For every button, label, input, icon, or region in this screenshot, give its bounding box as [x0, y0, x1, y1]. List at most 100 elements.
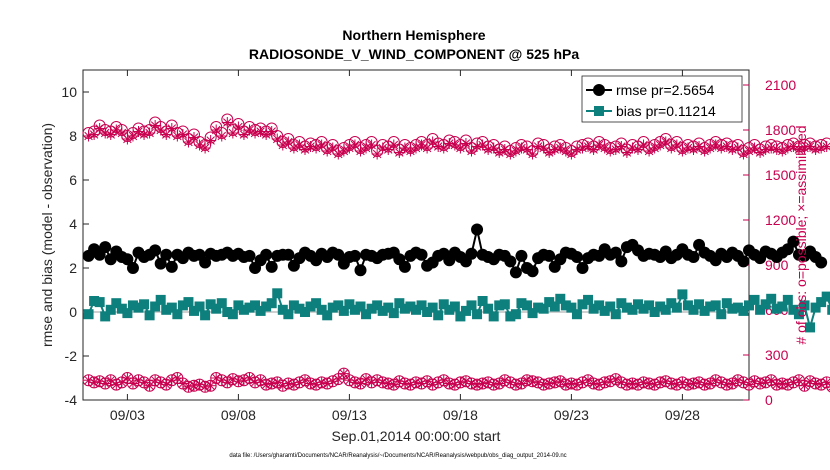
assimilated-point [449, 139, 461, 151]
bias-point [89, 296, 100, 306]
bias-point [305, 301, 316, 312]
assimilated-point [238, 129, 250, 140]
bias-point [666, 298, 677, 309]
bias-point [349, 304, 360, 315]
assimilated-point [538, 142, 550, 154]
bias-point [277, 304, 288, 315]
assimilated-point [121, 133, 133, 145]
rmse-point [504, 255, 517, 268]
y-right-tick-label: 2100 [765, 77, 796, 93]
assimilated-point [643, 145, 655, 157]
assimilated-point [94, 123, 106, 134]
bias-point [222, 307, 233, 317]
rmse-point [165, 260, 178, 273]
bias-point [105, 304, 116, 315]
bias-point [583, 294, 594, 305]
assimilated-point [293, 139, 305, 151]
bias-point [466, 300, 477, 311]
lower-assimilated-point [127, 378, 139, 389]
bias-point [688, 304, 699, 315]
assimilated-point [188, 132, 200, 143]
assimilated-point [366, 139, 378, 151]
lower-assimilated-point [205, 380, 217, 392]
bias-point [749, 294, 760, 305]
bias-point [433, 310, 444, 321]
rmse-point [687, 251, 700, 263]
assimilated-point [676, 145, 688, 157]
bias-point [122, 308, 133, 319]
bias-point [150, 301, 161, 312]
bias-point [344, 299, 355, 310]
rmse-point [121, 253, 134, 266]
assimilated-point [338, 145, 350, 157]
x-tick-label: 09/28 [665, 407, 700, 423]
bias-point [383, 302, 394, 313]
assimilated-point [593, 139, 605, 151]
bias-point [694, 299, 705, 310]
bias-point [483, 303, 494, 314]
bias-point [605, 301, 616, 312]
bias-point [594, 300, 605, 311]
assimilated-point [83, 130, 95, 142]
assimilated-point [504, 148, 516, 160]
rmse-point [149, 244, 162, 257]
assimilated-point [632, 144, 644, 155]
assimilated-point [355, 145, 366, 157]
bias-point [516, 298, 527, 309]
assimilated-point [416, 139, 428, 151]
bias-point [705, 301, 716, 312]
x-axis-label: Sep.01,2014 00:00:00 start [332, 428, 501, 444]
y-axis-right-label: # of obs: o=possible; ×=assimilated [793, 125, 809, 344]
bias-point [200, 310, 211, 321]
bias-point [538, 303, 549, 314]
lower-assimilated-point [554, 375, 566, 387]
lower-assimilated-point [493, 378, 505, 389]
assimilated-point [621, 147, 633, 158]
assimilated-point [610, 144, 622, 155]
legend-rmse-marker [593, 84, 605, 96]
bias-point [627, 304, 638, 315]
x-tick-label: 09/03 [110, 407, 145, 423]
bias-point [588, 303, 599, 314]
bias-point [216, 298, 227, 309]
bias-point [810, 302, 821, 313]
bias-point [732, 302, 743, 313]
bias-point [799, 300, 810, 311]
assimilated-point [599, 142, 611, 154]
bias-point [682, 300, 693, 311]
rmse-point [526, 265, 539, 278]
bias-point [100, 311, 111, 322]
assimilated-point [665, 142, 677, 154]
assimilated-point [166, 123, 178, 134]
assimilated-point [232, 121, 244, 133]
assimilated-point [199, 142, 211, 154]
rmse-point [576, 262, 589, 274]
bias-point [288, 300, 299, 311]
bias-point [416, 300, 427, 311]
bias-point [505, 311, 516, 322]
y-tick-label: 4 [69, 216, 77, 232]
bias-point [766, 293, 777, 304]
bias-point [555, 293, 566, 304]
assimilated-point [288, 142, 300, 154]
bias-point [183, 297, 194, 308]
y-right-tick-label: 1500 [765, 167, 796, 183]
lower-assimilated-point [515, 378, 527, 389]
bias-point [322, 310, 333, 321]
bias-point [422, 307, 433, 317]
y-tick-label: 6 [69, 172, 77, 188]
bias-point [777, 301, 788, 312]
y-tick-label: 10 [61, 84, 77, 100]
assimilated-point [477, 139, 489, 151]
bias-point [710, 300, 721, 311]
bias-point [161, 304, 172, 315]
assimilated-point [110, 124, 122, 136]
assimilated-point [216, 130, 228, 142]
bias-point [699, 305, 710, 316]
bias-point [472, 309, 483, 320]
assimilated-point [310, 142, 322, 154]
bias-point [272, 288, 283, 299]
assimilated-point [377, 142, 389, 154]
assimilated-point [721, 141, 733, 152]
bias-point [366, 303, 377, 314]
